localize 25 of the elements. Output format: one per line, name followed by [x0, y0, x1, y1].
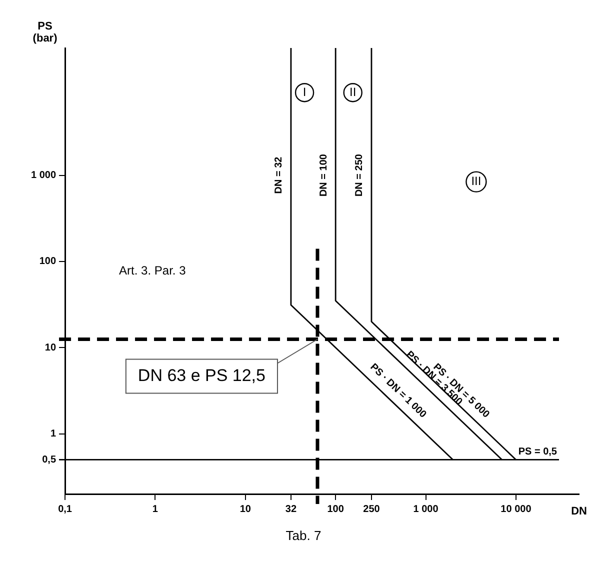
annotation: III	[471, 174, 482, 188]
y-tick-label: 1	[50, 428, 56, 440]
annotation: Art. 3. Par. 3	[119, 263, 186, 278]
x-tick-label: 10 000	[500, 504, 532, 515]
x-tick-label: 10	[240, 504, 252, 515]
caption: Tab. 7	[284, 528, 322, 543]
y-tick-label: 100	[39, 256, 56, 268]
annotation: DN = 32	[274, 156, 285, 194]
x-axis-title: DN	[571, 506, 587, 518]
annotation: DN 63 e PS 12,5	[138, 366, 266, 385]
y-axis-title: PS (bar)	[32, 20, 58, 45]
x-tick-label: 0,1	[58, 504, 72, 515]
annotation: DN = 250	[354, 154, 366, 197]
ref-line-label: PS = 0,5	[518, 446, 558, 458]
annotation: II	[350, 84, 356, 99]
annotation: DN = 100	[318, 154, 330, 197]
x-tick-label: 100	[327, 504, 344, 515]
y-tick-label: 1 000	[30, 170, 56, 182]
x-tick-label: 250	[363, 504, 380, 515]
x-tick-label: 1	[152, 504, 158, 515]
annotation: I	[302, 84, 306, 99]
x-tick-label: 32	[285, 504, 297, 515]
y-tick-label: 0,5	[42, 454, 56, 466]
x-tick-label: 1 000	[413, 504, 439, 515]
y-tick-label: 10	[44, 342, 56, 354]
